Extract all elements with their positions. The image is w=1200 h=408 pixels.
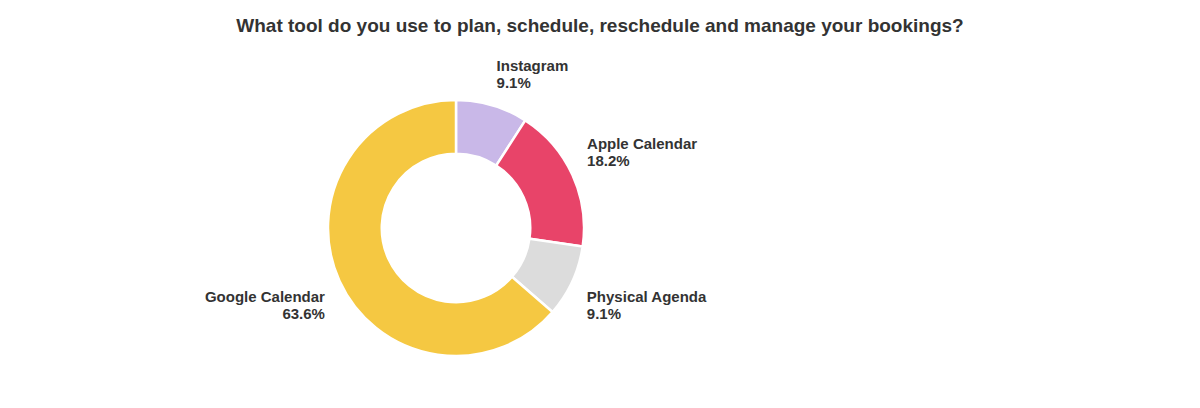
chart-svg: What tool do you use to plan, schedule, … [0,0,1200,408]
slice-value: 63.6% [282,305,325,322]
data-labels: Instagram9.1%Apple Calendar18.2%Physical… [205,57,707,322]
slice-label: Physical Agenda [587,288,707,305]
chart-container: What tool do you use to plan, schedule, … [0,0,1200,408]
slice-label: Google Calendar [205,288,325,305]
slice-value: 9.1% [497,74,531,91]
slice-label: Apple Calendar [587,135,697,152]
slice [496,120,584,246]
slices [328,100,584,356]
slice-value: 9.1% [587,305,621,322]
slice-value: 18.2% [587,152,630,169]
slice [328,100,553,356]
chart-title: What tool do you use to plan, schedule, … [236,15,963,36]
slice-label: Instagram [497,57,569,74]
